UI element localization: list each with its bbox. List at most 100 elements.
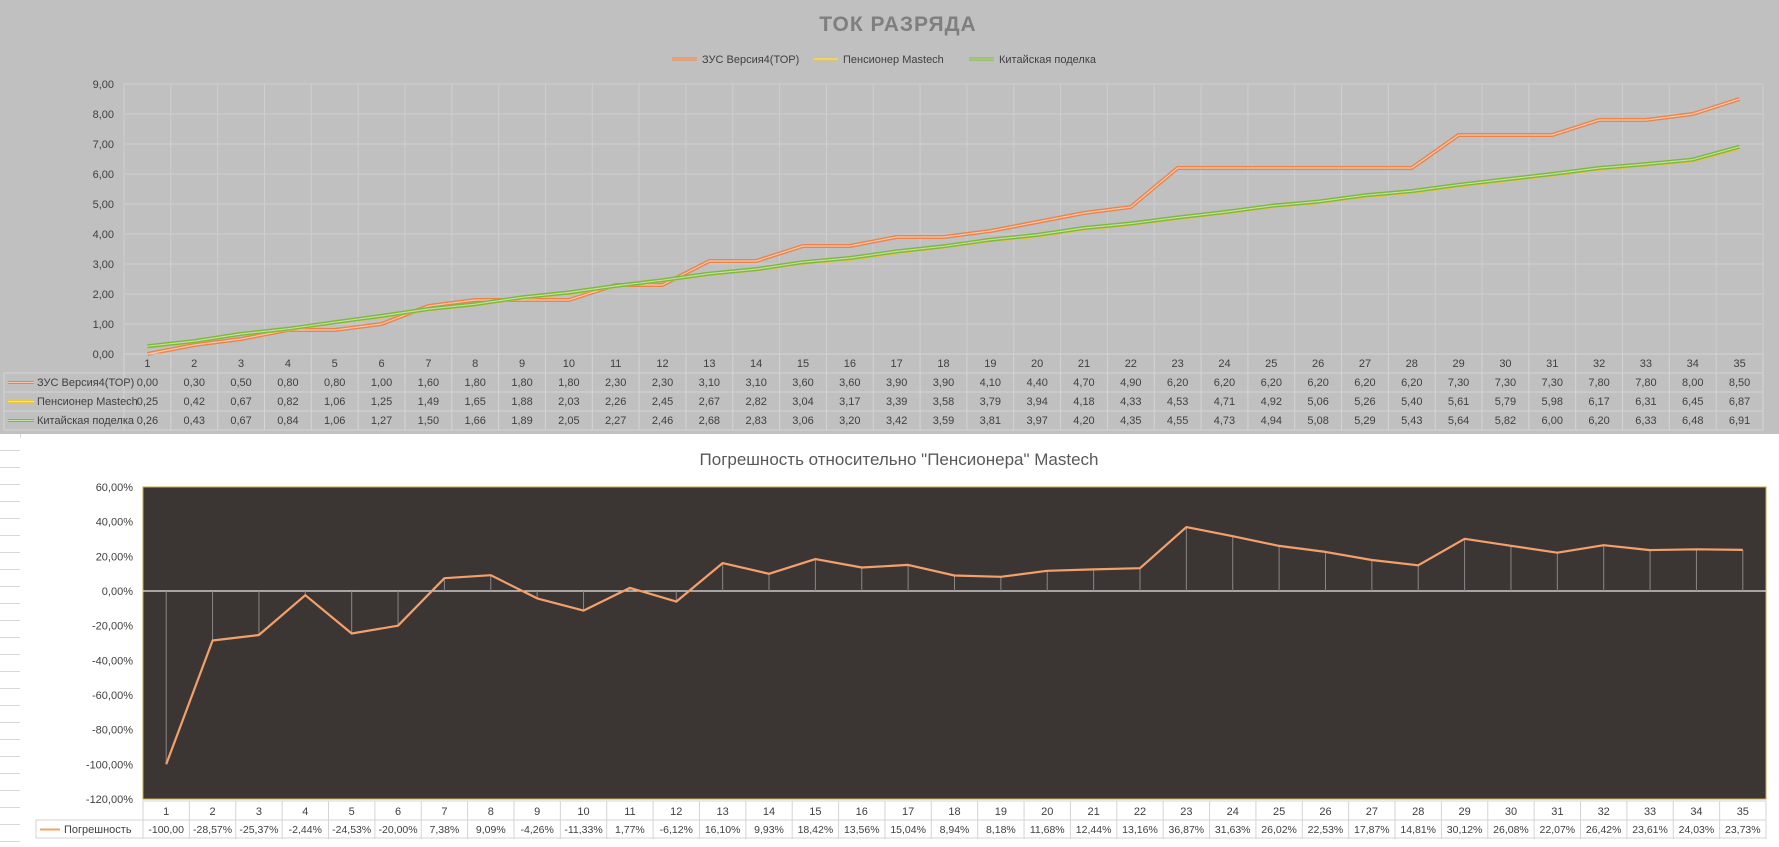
x-tick-label: 16: [856, 806, 868, 818]
x-tick-label: 5: [332, 358, 338, 370]
plot-gridlines: [123, 83, 1764, 355]
data-label: 9,09%: [476, 824, 506, 836]
x-tick-label: 30: [1505, 806, 1517, 818]
x-tick-label: 12: [670, 806, 682, 818]
data-label: -11,33%: [564, 824, 602, 836]
data-label: 0,80: [324, 377, 345, 389]
error-chart[interactable]: Погрешность относительно "Пенсионера" Ma…: [20, 438, 1779, 842]
data-label: 2,30: [605, 377, 626, 389]
x-tick-label: 24: [1227, 806, 1239, 818]
data-label: 5,61: [1448, 396, 1469, 408]
data-label: 0,50: [230, 377, 251, 389]
x-tick-label: 29: [1452, 358, 1464, 370]
x-tick-label: 35: [1737, 806, 1749, 818]
data-label: 6,20: [1401, 377, 1422, 389]
x-tick-label: 34: [1690, 806, 1702, 818]
data-label: 6,45: [1682, 396, 1703, 408]
x-tick-label: 19: [995, 806, 1007, 818]
data-label: 1,27: [371, 415, 392, 427]
data-label: 3,79: [980, 396, 1001, 408]
data-label: 7,30: [1542, 377, 1563, 389]
data-label: 1,65: [465, 396, 486, 408]
x-tick-label: 4: [285, 358, 291, 370]
data-label: 3,97: [1026, 415, 1047, 427]
x-tick-label: 33: [1644, 806, 1656, 818]
data-label: -20,00%: [378, 824, 417, 836]
data-label: 4,18: [1073, 396, 1094, 408]
y-tick-label: 9,00: [93, 79, 114, 91]
data-label: 4,73: [1214, 415, 1235, 427]
x-tick-label: 18: [937, 358, 949, 370]
data-label: 3,42: [886, 415, 907, 427]
data-label: 22,07%: [1540, 824, 1576, 836]
data-label: 0,67: [230, 415, 251, 427]
data-label: 1,77%: [615, 824, 645, 836]
plot-area: [142, 486, 1767, 800]
data-label: 6,00: [1542, 415, 1563, 427]
data-label: 16,10%: [705, 824, 741, 836]
y-tick-label: 5,00: [93, 199, 114, 211]
y-tick-label: -20,00%: [92, 621, 133, 633]
x-tick-label: 28: [1412, 806, 1424, 818]
x-tick-label: 31: [1551, 806, 1563, 818]
x-tick-label: 28: [1406, 358, 1418, 370]
y-tick-label: 2,00: [93, 289, 114, 301]
x-tick-label: 29: [1458, 806, 1470, 818]
y-tick-label: -40,00%: [92, 655, 133, 667]
data-label: 1,60: [418, 377, 439, 389]
data-label: 5,43: [1401, 415, 1422, 427]
data-label: 0,30: [184, 377, 205, 389]
data-label: 1,88: [511, 396, 532, 408]
data-label: 1,06: [324, 396, 345, 408]
data-label: 13,16%: [1122, 824, 1158, 836]
data-label: 3,90: [933, 377, 954, 389]
data-label: 3,94: [1026, 396, 1047, 408]
data-label: 5,79: [1495, 396, 1516, 408]
x-tick-label: 34: [1687, 358, 1699, 370]
data-label: 15,04%: [890, 824, 926, 836]
data-label: 18,42%: [798, 824, 834, 836]
data-label: 22,53%: [1308, 824, 1344, 836]
data-label: 3,39: [886, 396, 907, 408]
x-tick-label: 9: [519, 358, 525, 370]
x-tick-label: 14: [763, 806, 775, 818]
data-label: 7,80: [1588, 377, 1609, 389]
y-tick-label: 20,00%: [96, 551, 134, 563]
x-tick-label: 15: [809, 806, 821, 818]
x-tick-label: 18: [948, 806, 960, 818]
y-tick-label: 3,00: [93, 259, 114, 271]
data-label: 23,73%: [1725, 824, 1761, 836]
legend-label-zus: ЗУС Версия4(ТОР): [702, 54, 799, 66]
data-label: 17,87%: [1354, 824, 1390, 836]
x-tick-label: 23: [1172, 358, 1184, 370]
x-tick-label: 32: [1593, 358, 1605, 370]
data-label: 14,81%: [1400, 824, 1436, 836]
x-tick-label: 26: [1312, 358, 1324, 370]
series-line-0: [165, 525, 1743, 765]
data-label: 5,82: [1495, 415, 1516, 427]
x-tick-label: 7: [441, 806, 447, 818]
data-label: 1,25: [371, 396, 392, 408]
y-tick-label: 4,00: [93, 229, 114, 241]
data-label: 6,17: [1588, 396, 1609, 408]
data-label: 6,20: [1588, 415, 1609, 427]
x-tick-label: 31: [1546, 358, 1558, 370]
discharge-current-chart[interactable]: ТОК РАЗРЯДА ЗУС Версия4(ТОР) Пенсионер M…: [0, 0, 1779, 434]
table-series-name: Китайская поделка: [37, 415, 135, 427]
data-label: 6,33: [1635, 415, 1656, 427]
data-label: 26,08%: [1493, 824, 1529, 836]
x-tick-label: 3: [238, 358, 244, 370]
data-label: 3,90: [886, 377, 907, 389]
x-tick-label: 6: [395, 806, 401, 818]
data-label: 6,20: [1214, 377, 1235, 389]
data-label: 3,10: [745, 377, 766, 389]
data-table: 1 2 3 4 5 6 7 8 9 10 11 12 13 14 15 16 17 18 19 20 21 22 23 24 2…: [3, 353, 1764, 431]
data-label: 2,30: [652, 377, 673, 389]
table-series-name: Погрешность: [64, 824, 132, 836]
data-label: 1,06: [324, 415, 345, 427]
data-label: 8,18%: [986, 824, 1016, 836]
x-tick-label: 13: [717, 806, 729, 818]
data-label: -6,12%: [660, 824, 693, 836]
y-tick-label: 0,00%: [102, 586, 133, 598]
x-tick-label: 1: [144, 358, 150, 370]
